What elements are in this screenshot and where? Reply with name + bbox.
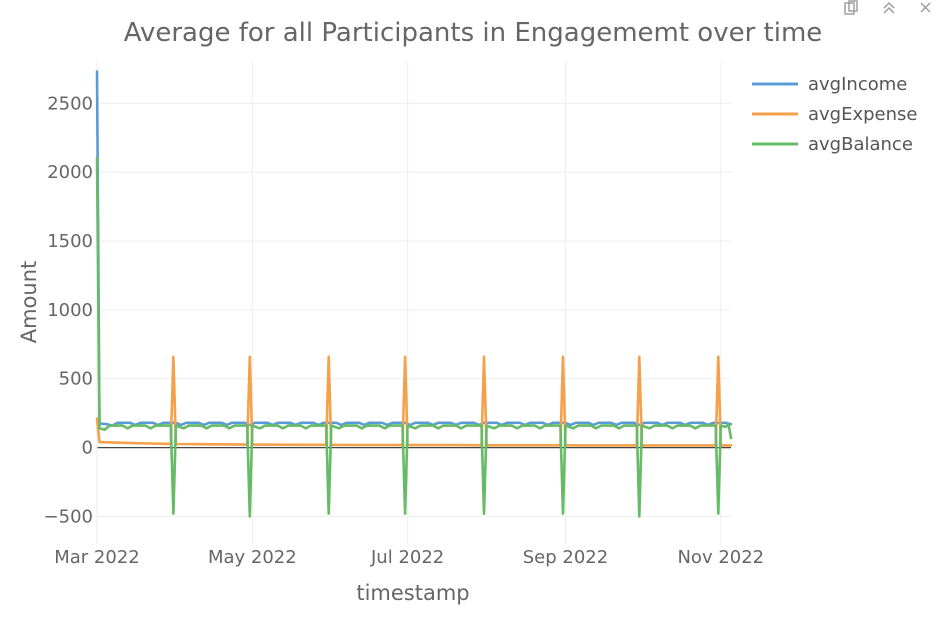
legend-label[interactable]: avgBalance (808, 134, 913, 155)
y-tick-label: −500 (44, 506, 93, 527)
y-tick-label: 0 (82, 438, 93, 459)
y-tick-label: 500 (59, 369, 93, 390)
series-lines (95, 70, 733, 518)
x-axis-label: timestamp (356, 581, 469, 605)
x-tick-label: Mar 2022 (54, 547, 140, 568)
series-line-avgBalance (95, 157, 733, 518)
autoscale-icon[interactable] (883, 2, 895, 14)
axis-ticks: −500 0 500 1000 1500 2000 2500 Mar 2022 May 2022… (44, 93, 765, 568)
legend-label[interactable]: avgExpense (808, 104, 918, 125)
y-tick-label: 1000 (47, 300, 93, 321)
x-tick-label: Jul 2022 (370, 547, 444, 568)
y-tick-label: 1500 (47, 231, 93, 252)
y-tick-label: 2000 (47, 162, 93, 183)
x-tick-label: Sep 2022 (523, 547, 608, 568)
x-tick-label: May 2022 (208, 547, 297, 568)
series-line-avgIncome (95, 70, 733, 427)
x-tick-label: Nov 2022 (677, 547, 764, 568)
legend: avgIncome avgExpense avgBalance (752, 74, 918, 155)
chart-title: Average for all Participants in Engageme… (124, 18, 823, 48)
y-tick-label: 2500 (47, 93, 93, 114)
series-line-avgExpense (95, 355, 733, 447)
legend-label[interactable]: avgIncome (808, 74, 907, 95)
y-axis-label: Amount (17, 261, 41, 344)
close-icon[interactable] (920, 2, 931, 13)
gridlines (96, 62, 731, 544)
download-plot-icon[interactable] (844, 0, 858, 15)
modebar (844, 0, 931, 15)
